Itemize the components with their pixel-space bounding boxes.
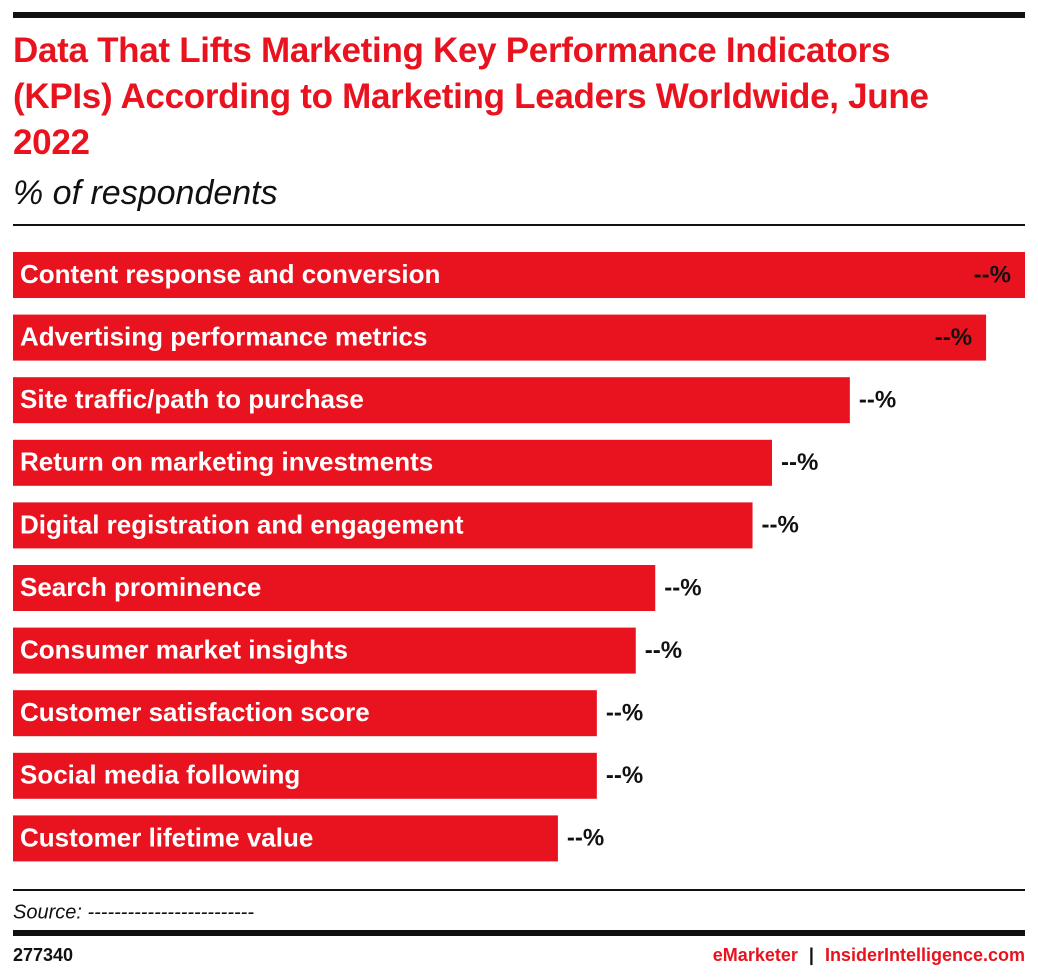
value-label: --% [781,449,818,476]
bar [13,815,558,862]
bar [13,627,636,674]
bar-label: Social media following [20,760,300,790]
bar [13,377,850,424]
bottom-rule [13,930,1025,936]
bar [13,252,1025,298]
separator: | [809,945,814,965]
value-label: --% [606,762,643,789]
chart-subtitle: % of respondents [13,174,278,212]
value-label: --% [645,637,682,664]
bar [13,502,753,549]
bar [13,439,772,486]
footer-rule [13,889,1025,891]
source: Source: ------------------------- [13,901,254,923]
value-label: --% [664,574,701,601]
bar-label: Site traffic/path to purchase [20,384,364,414]
bar-label: Return on marketing investments [20,447,433,477]
bar-label: Search prominence [20,572,261,602]
value-label: --% [974,261,1011,288]
brand: eMarketer [713,945,798,965]
value-label: --% [567,825,604,852]
value-label: --% [935,324,972,351]
bar [13,314,987,361]
bar [13,752,597,799]
value-label: --% [859,387,896,414]
bar-label: Customer satisfaction score [20,697,370,727]
bar-label: Customer lifetime value [20,822,313,852]
bar [13,690,597,737]
value-label: --% [762,512,799,539]
header-rule [13,224,1025,226]
chart-title: Data That Lifts Marketing Key Performanc… [13,31,929,162]
bar-label: Content response and conversion [20,259,440,289]
site: InsiderIntelligence.com [825,945,1025,965]
bar-label: Digital registration and engagement [20,509,464,539]
chart-id: 277340 [13,945,73,965]
value-label: --% [606,700,643,727]
bar [13,565,656,611]
top-rule [13,12,1025,18]
bar-label: Consumer market insights [20,634,348,664]
bar-label: Advertising performance metrics [20,321,427,351]
footer-brand: eMarketer | InsiderIntelligence.com [713,945,1025,965]
